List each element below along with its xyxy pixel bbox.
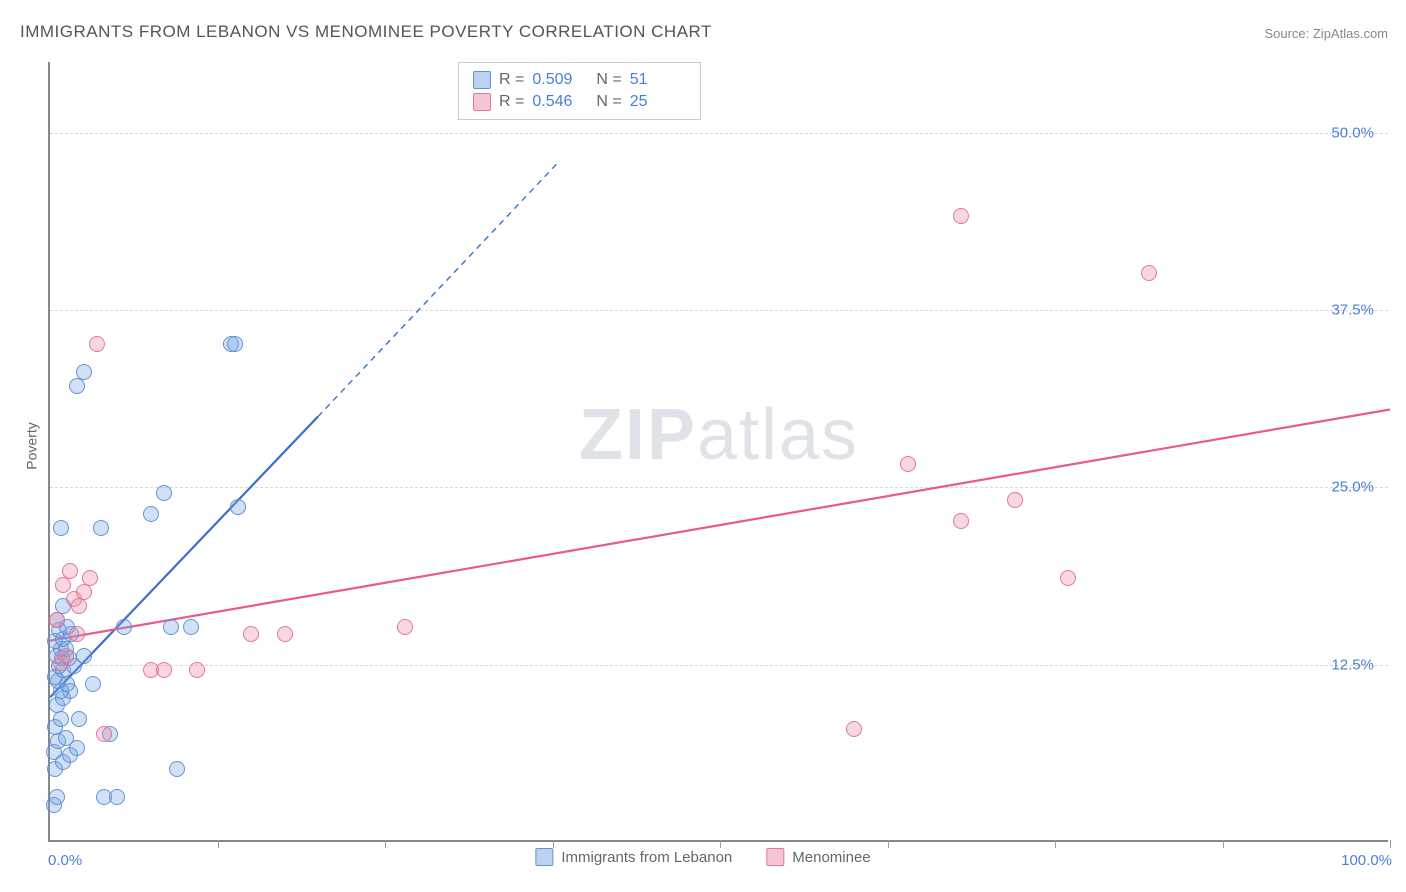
legend-n-label: N =: [596, 71, 621, 89]
scatter-point: [169, 761, 185, 777]
legend-swatch: [766, 848, 784, 866]
scatter-point: [156, 485, 172, 501]
scatter-point: [58, 648, 74, 664]
scatter-point: [69, 626, 85, 642]
x-tick-mark: [385, 840, 386, 848]
legend-swatch: [473, 71, 491, 89]
scatter-point: [1141, 265, 1157, 281]
scatter-point: [55, 577, 71, 593]
plot-area: ZIPatlas 12.5% 25.0% 37.5% 50.0%: [48, 62, 1388, 842]
legend-bottom-item: Menominee: [766, 848, 870, 866]
trend-lines: [50, 62, 1390, 842]
scatter-point: [71, 598, 87, 614]
scatter-point: [69, 378, 85, 394]
scatter-point: [156, 662, 172, 678]
x-tick-mark: [218, 840, 219, 848]
scatter-point: [230, 499, 246, 515]
gridline-horizontal: [50, 487, 1388, 488]
x-tick-mark: [1055, 840, 1056, 848]
scatter-point: [953, 513, 969, 529]
legend-label: Menominee: [792, 849, 870, 866]
series-legend: Immigrants from Lebanon Menominee: [535, 848, 870, 866]
scatter-point: [277, 626, 293, 642]
scatter-point: [397, 619, 413, 635]
scatter-point: [62, 563, 78, 579]
scatter-point: [189, 662, 205, 678]
scatter-point: [243, 626, 259, 642]
scatter-point: [163, 619, 179, 635]
scatter-point: [71, 711, 87, 727]
legend-swatch: [535, 848, 553, 866]
legend-bottom-item: Immigrants from Lebanon: [535, 848, 732, 866]
scatter-point: [227, 336, 243, 352]
legend-n-label: N =: [596, 93, 621, 111]
x-tick-mark: [1223, 840, 1224, 848]
scatter-point: [53, 520, 69, 536]
y-axis-label: Poverty: [24, 422, 40, 469]
scatter-point: [1060, 570, 1076, 586]
scatter-point: [109, 789, 125, 805]
scatter-point: [900, 456, 916, 472]
x-tick-mark: [888, 840, 889, 848]
correlation-legend: R = 0.509 N = 51 R = 0.546 N = 25: [458, 62, 701, 120]
y-tick-label: 37.5%: [1331, 302, 1374, 319]
watermark-zip: ZIP: [579, 395, 697, 475]
y-tick-label: 50.0%: [1331, 124, 1374, 141]
x-tick-mark: [720, 840, 721, 848]
x-axis-end-label: 100.0%: [1341, 852, 1392, 869]
legend-label: Immigrants from Lebanon: [561, 849, 732, 866]
scatter-point: [49, 789, 65, 805]
scatter-point: [1007, 492, 1023, 508]
gridline-horizontal: [50, 665, 1388, 666]
y-tick-label: 12.5%: [1331, 656, 1374, 673]
scatter-point: [76, 364, 92, 380]
legend-swatch: [473, 93, 491, 111]
legend-r-label: R =: [499, 93, 524, 111]
scatter-point: [85, 676, 101, 692]
scatter-point: [93, 520, 109, 536]
legend-row: R = 0.546 N = 25: [473, 91, 686, 113]
x-axis-start-label: 0.0%: [48, 852, 82, 869]
legend-n-value: 25: [630, 93, 686, 111]
y-tick-label: 25.0%: [1331, 479, 1374, 496]
gridline-horizontal: [50, 133, 1388, 134]
scatter-point: [96, 726, 112, 742]
trend-line-solid: [50, 409, 1390, 640]
scatter-point: [82, 570, 98, 586]
scatter-point: [53, 711, 69, 727]
legend-r-label: R =: [499, 71, 524, 89]
legend-row: R = 0.509 N = 51: [473, 69, 686, 91]
scatter-point: [116, 619, 132, 635]
watermark: ZIPatlas: [579, 394, 859, 476]
scatter-point: [846, 721, 862, 737]
chart-title: IMMIGRANTS FROM LEBANON VS MENOMINEE POV…: [20, 22, 712, 42]
watermark-atlas: atlas: [697, 395, 859, 475]
x-tick-mark: [1390, 840, 1391, 848]
scatter-point: [183, 619, 199, 635]
x-tick-mark: [553, 840, 554, 848]
legend-r-value: 0.546: [532, 93, 588, 111]
legend-n-value: 51: [630, 71, 686, 89]
legend-r-value: 0.509: [532, 71, 588, 89]
scatter-point: [953, 208, 969, 224]
scatter-point: [89, 336, 105, 352]
scatter-point: [49, 612, 65, 628]
scatter-point: [143, 506, 159, 522]
gridline-horizontal: [50, 310, 1388, 311]
source-attribution: Source: ZipAtlas.com: [1264, 26, 1388, 41]
scatter-point: [76, 648, 92, 664]
trend-line-dashed: [318, 161, 559, 416]
